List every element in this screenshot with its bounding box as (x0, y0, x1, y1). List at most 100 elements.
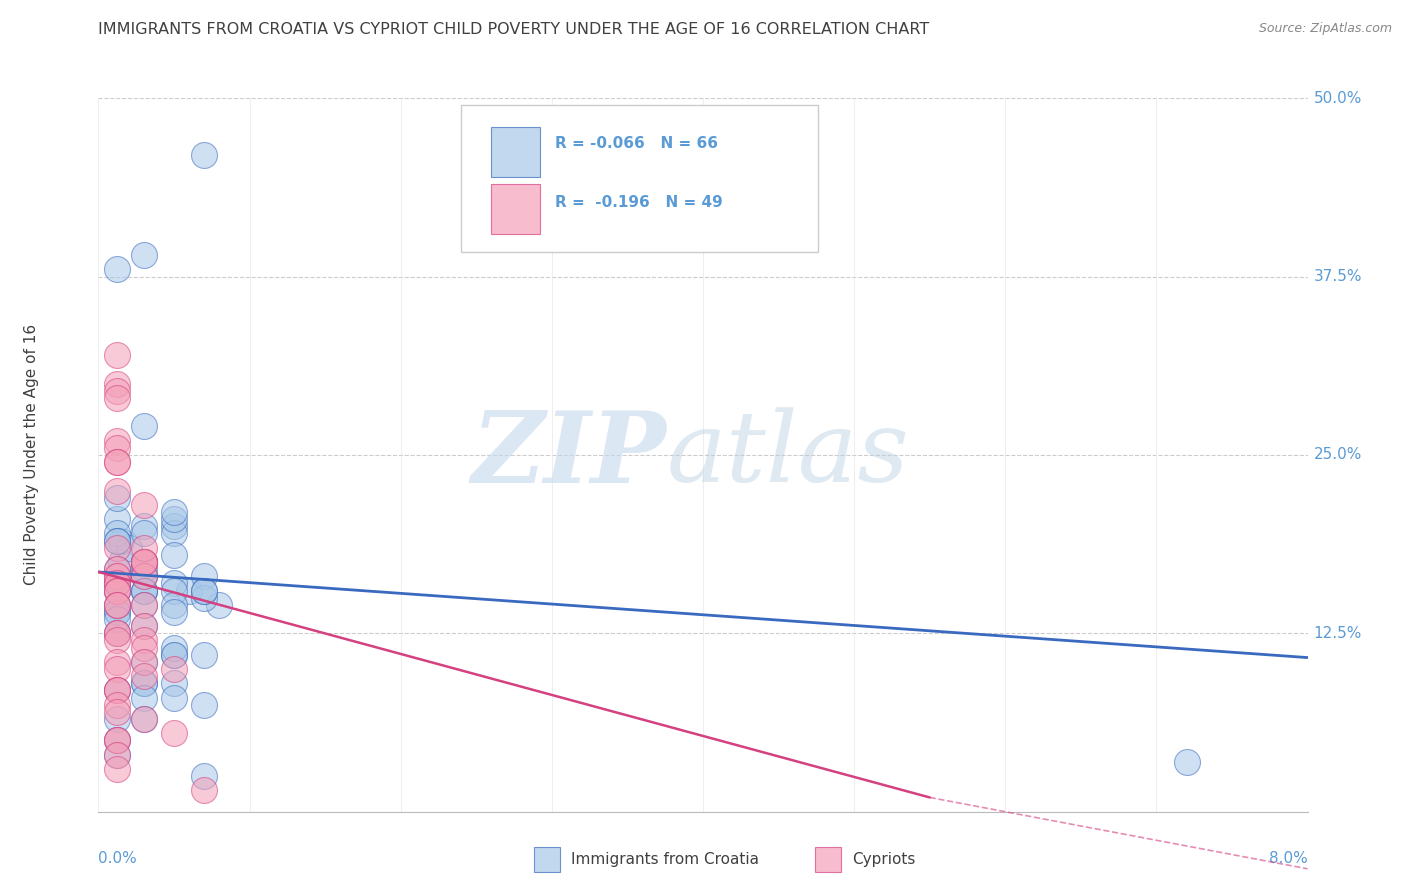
Point (105, 541, 128, 555)
Point (105, 598, 128, 612)
Point (105, 762, 128, 776)
Point (132, 569, 155, 583)
Bar (492, 184, 540, 234)
Point (132, 583, 155, 598)
Point (163, 526, 186, 541)
Point (132, 619, 155, 633)
Point (132, 655, 155, 669)
Point (105, 626, 128, 640)
Point (105, 583, 128, 598)
Point (179, 583, 201, 598)
Point (105, 569, 128, 583)
Point (163, 576, 186, 591)
Point (163, 598, 186, 612)
Point (132, 598, 155, 612)
Text: Source: ZipAtlas.com: Source: ZipAtlas.com (1258, 22, 1392, 36)
Point (105, 583, 128, 598)
Text: ZIP: ZIP (472, 407, 666, 503)
Point (105, 633, 128, 648)
Point (132, 555, 155, 569)
Point (208, 598, 231, 612)
Point (132, 633, 155, 648)
Point (105, 533, 128, 548)
Point (105, 747, 128, 762)
Point (105, 683, 128, 698)
Point (105, 576, 128, 591)
Point (105, 569, 128, 583)
Point (132, 598, 155, 612)
Point (132, 583, 155, 598)
Text: IMMIGRANTS FROM CROATIA VS CYPRIOT CHILD POVERTY UNDER THE AGE OF 16 CORRELATION: IMMIGRANTS FROM CROATIA VS CYPRIOT CHILD… (98, 22, 929, 37)
Point (132, 655, 155, 669)
Point (132, 690, 155, 705)
Point (105, 583, 128, 598)
Point (105, 576, 128, 591)
Point (105, 683, 128, 698)
Point (193, 591, 215, 605)
Point (105, 455, 128, 469)
Point (105, 576, 128, 591)
Point (132, 498, 155, 512)
Point (132, 569, 155, 583)
Text: 8.0%: 8.0% (1268, 851, 1308, 866)
Point (132, 519, 155, 533)
Point (105, 747, 128, 762)
Point (105, 733, 128, 747)
Point (132, 569, 155, 583)
Point (105, 455, 128, 469)
Point (163, 605, 186, 619)
Text: 0.0%: 0.0% (98, 851, 138, 866)
Point (132, 676, 155, 690)
Point (193, 648, 215, 662)
Point (132, 712, 155, 726)
Point (118, 541, 141, 555)
Text: 25.0%: 25.0% (1313, 448, 1362, 462)
Point (105, 441, 128, 455)
Text: atlas: atlas (666, 408, 910, 502)
Text: 12.5%: 12.5% (1313, 626, 1362, 640)
Point (132, 676, 155, 690)
Point (105, 526, 128, 541)
Point (163, 505, 186, 519)
Point (105, 434, 128, 448)
Bar (492, 127, 540, 177)
Point (105, 533, 128, 548)
Point (132, 419, 155, 434)
Point (193, 569, 215, 583)
Point (132, 248, 155, 262)
Point (132, 640, 155, 655)
Point (132, 562, 155, 576)
Point (132, 555, 155, 569)
Text: 50.0%: 50.0% (1313, 91, 1362, 105)
Point (1175, 755, 1198, 769)
FancyBboxPatch shape (461, 105, 818, 252)
Point (105, 605, 128, 619)
Point (105, 384, 128, 398)
Point (105, 605, 128, 619)
Point (163, 648, 186, 662)
Point (132, 555, 155, 569)
Point (163, 690, 186, 705)
Point (132, 619, 155, 633)
Point (132, 555, 155, 569)
Point (105, 712, 128, 726)
Point (163, 676, 186, 690)
Text: Child Poverty Under the Age of 16: Child Poverty Under the Age of 16 (24, 325, 39, 585)
Point (163, 726, 186, 740)
Point (105, 733, 128, 747)
Point (193, 769, 215, 783)
Point (163, 548, 186, 562)
Point (163, 512, 186, 526)
Point (105, 698, 128, 712)
Point (132, 669, 155, 683)
Point (105, 562, 128, 576)
Point (132, 541, 155, 555)
Point (193, 583, 215, 598)
Point (132, 583, 155, 598)
Text: 37.5%: 37.5% (1313, 269, 1362, 284)
Point (132, 712, 155, 726)
Point (105, 733, 128, 747)
Point (193, 583, 215, 598)
Point (132, 555, 155, 569)
Point (163, 583, 186, 598)
